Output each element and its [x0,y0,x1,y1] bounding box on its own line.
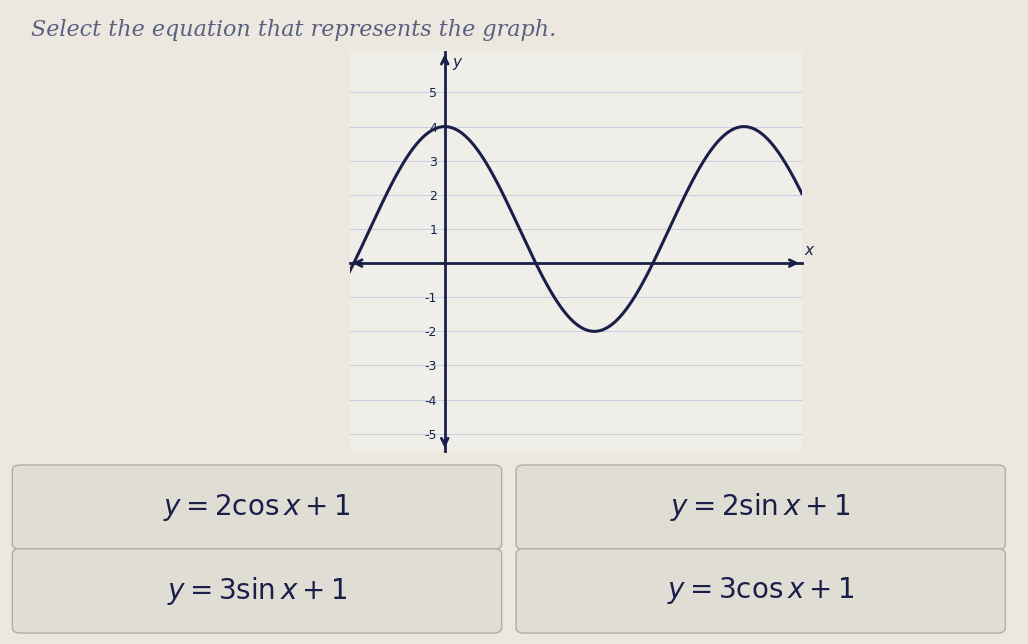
Text: $y = 3\sin x + 1$: $y = 3\sin x + 1$ [167,575,347,607]
Text: $y = 3\cos x + 1$: $y = 3\cos x + 1$ [667,575,854,607]
Text: y: y [452,55,461,70]
Text: $y = 2\cos x + 1$: $y = 2\cos x + 1$ [163,491,351,523]
Text: Select the equation that represents the graph.: Select the equation that represents the … [31,19,556,41]
Text: $y = 2\sin x + 1$: $y = 2\sin x + 1$ [670,491,851,523]
Text: x: x [804,243,813,258]
